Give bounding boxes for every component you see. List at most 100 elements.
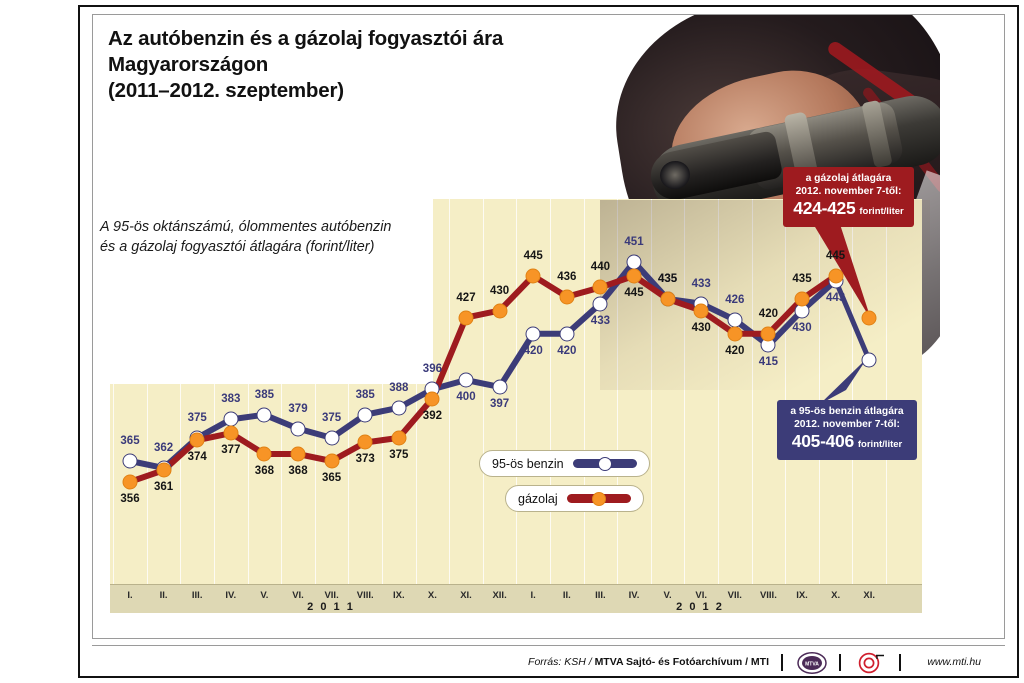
data-label: 400 <box>456 391 476 403</box>
data-point-gazolaj[interactable] <box>727 326 743 342</box>
data-label: 430 <box>691 321 711 334</box>
title-line-3: (2011–2012. szeptember) <box>108 79 344 102</box>
gridline <box>314 384 316 584</box>
footer-separator-2 <box>839 654 841 671</box>
callout-petrol-line2: 2012. november 7-től: <box>794 419 900 430</box>
gridline <box>415 384 417 584</box>
footer: Forrás: KSH / MTVA Sajtó- és Fotóarchívu… <box>92 645 1005 678</box>
data-label: 375 <box>322 411 342 424</box>
projected-point-gazolaj[interactable] <box>861 310 877 326</box>
data-label: 430 <box>490 284 510 297</box>
x-axis-tick: IX. <box>392 590 405 601</box>
x-axis-tick: IV. <box>628 590 640 601</box>
legend-item-gazolaj[interactable]: gázolaj <box>505 485 644 512</box>
data-label: 385 <box>355 388 375 401</box>
data-point-benzin[interactable] <box>290 421 306 437</box>
data-label: 433 <box>691 277 711 290</box>
page-title: Az autóbenzin és a gázolaj fogyasztói ár… <box>108 26 668 104</box>
x-axis-tick: VII. <box>727 590 742 601</box>
data-label: 374 <box>187 451 207 464</box>
data-point-gazolaj[interactable] <box>559 289 575 305</box>
mti-logo-icon <box>858 652 884 674</box>
data-label: 377 <box>221 444 241 457</box>
data-point-gazolaj[interactable] <box>828 268 844 284</box>
data-label: 433 <box>590 314 610 327</box>
plot-background-upper <box>433 199 922 584</box>
data-point-benzin[interactable] <box>324 430 340 446</box>
data-label: 396 <box>422 363 442 376</box>
data-point-gazolaj[interactable] <box>324 453 340 469</box>
chart-subtitle: A 95-ös oktánszámú, ólommentes autóbenzi… <box>100 217 470 257</box>
data-label: 430 <box>792 321 812 334</box>
gridline <box>180 384 182 584</box>
data-label: 388 <box>389 381 409 394</box>
data-point-gazolaj[interactable] <box>424 391 440 407</box>
data-point-benzin[interactable] <box>122 453 138 469</box>
projected-point-benzin[interactable] <box>861 352 877 368</box>
data-point-gazolaj[interactable] <box>492 303 508 319</box>
gridline <box>348 384 350 584</box>
data-point-gazolaj[interactable] <box>693 303 709 319</box>
data-point-benzin[interactable] <box>626 254 642 270</box>
data-point-benzin[interactable] <box>592 296 608 312</box>
data-label: 397 <box>490 397 510 410</box>
subtitle-line-2: és a gázolaj fogyasztói átlagára (forint… <box>100 239 375 255</box>
data-point-benzin[interactable] <box>727 312 743 328</box>
data-point-benzin[interactable] <box>559 326 575 342</box>
x-axis-tick: XII. <box>492 590 507 601</box>
x-axis-tick: I. <box>127 590 133 601</box>
data-point-gazolaj[interactable] <box>760 326 776 342</box>
gridline <box>146 384 148 584</box>
data-label: 368 <box>254 465 274 478</box>
data-label: 375 <box>389 448 409 461</box>
x-axis-tick: XI. <box>863 590 875 601</box>
data-point-gazolaj[interactable] <box>256 446 272 462</box>
data-point-gazolaj[interactable] <box>223 425 239 441</box>
x-axis-tick: II. <box>562 590 571 601</box>
gridline <box>718 199 719 584</box>
data-point-gazolaj[interactable] <box>290 446 306 462</box>
gridline <box>516 199 518 584</box>
gridline <box>852 199 854 584</box>
callout-petrol-line1: a 95-ös benzin átlagára <box>790 406 904 417</box>
data-point-benzin[interactable] <box>458 372 474 388</box>
data-point-gazolaj[interactable] <box>189 432 205 448</box>
x-axis-tick: V. <box>663 590 672 601</box>
data-point-gazolaj[interactable] <box>458 310 474 326</box>
x-axis-band: I. II. III. IV. V. VI. VII. VIII. IX. X. XI. XII. I.… <box>110 584 922 613</box>
data-point-benzin[interactable] <box>223 411 239 427</box>
x-axis-tick: VIII. <box>356 590 374 601</box>
data-point-gazolaj[interactable] <box>592 279 608 295</box>
callout-diesel: a gázolaj átlagára 2012. november 7-től:… <box>783 167 914 227</box>
data-point-gazolaj[interactable] <box>156 462 172 478</box>
data-point-benzin[interactable] <box>525 326 541 342</box>
data-point-benzin[interactable] <box>492 379 508 395</box>
data-point-gazolaj[interactable] <box>794 291 810 307</box>
x-axis-tick: II. <box>159 590 168 601</box>
x-axis-tick: V. <box>260 590 269 601</box>
data-point-benzin[interactable] <box>357 407 373 423</box>
data-label: 415 <box>758 356 778 369</box>
title-line-1: Az autóbenzin és a gázolaj fogyasztói ár… <box>108 27 504 50</box>
source-credit: Forrás: KSH / MTVA Sajtó- és Fotóarchívu… <box>528 656 769 668</box>
data-label: 373 <box>355 453 375 466</box>
gridline <box>617 199 619 584</box>
x-axis-tick: VIII. <box>759 590 777 601</box>
data-point-gazolaj[interactable] <box>626 268 642 284</box>
footer-separator-3 <box>899 654 901 671</box>
data-label: 443 <box>826 291 846 304</box>
data-point-gazolaj[interactable] <box>357 434 373 450</box>
data-point-benzin[interactable] <box>391 400 407 416</box>
data-point-gazolaj[interactable] <box>525 268 541 284</box>
data-point-gazolaj[interactable] <box>391 430 407 446</box>
data-label: 365 <box>120 435 140 447</box>
data-label: 383 <box>221 393 241 406</box>
callout-diesel-line2: 2012. november 7-től: <box>795 186 902 197</box>
gridline <box>751 199 753 584</box>
legend-item-benzin[interactable]: 95-ös benzin <box>479 450 650 477</box>
data-point-benzin[interactable] <box>256 407 272 423</box>
x-axis-tick: VII. <box>324 590 339 601</box>
data-point-gazolaj[interactable] <box>660 291 676 307</box>
data-point-gazolaj[interactable] <box>122 474 138 490</box>
